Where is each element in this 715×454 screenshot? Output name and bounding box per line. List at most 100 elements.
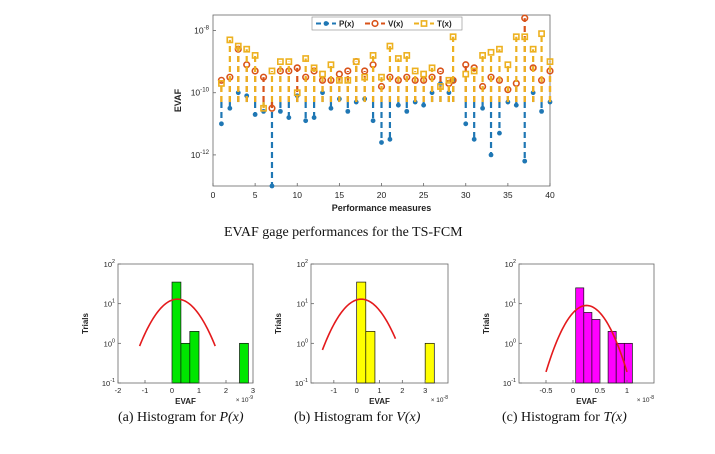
marker-t <box>218 80 225 87</box>
marker-t <box>411 67 419 75</box>
marker-p <box>219 121 224 127</box>
caption-a-func: P(x) <box>219 410 244 425</box>
y-tick-label: 10-8 <box>194 25 210 36</box>
marker-t <box>512 33 520 41</box>
hist-bar <box>623 342 633 384</box>
x-tick-label: 15 <box>335 190 345 200</box>
y-tick-label: 102 <box>104 259 115 269</box>
y-axis-label: Trials <box>274 313 283 334</box>
marker-p <box>395 102 401 108</box>
caption-c-func: T(x) <box>603 410 627 425</box>
marker-t <box>479 52 486 59</box>
x-tick-label: 10 <box>293 190 303 200</box>
marker-t <box>352 58 360 66</box>
hist-bar <box>239 342 249 384</box>
y-tick-label: 102 <box>505 259 516 269</box>
marker-t <box>449 33 457 41</box>
marker-p <box>539 108 544 114</box>
hist-bar <box>180 342 191 384</box>
marker-p <box>421 102 427 108</box>
marker-t <box>462 70 470 78</box>
marker-t <box>470 67 478 75</box>
hist-bar <box>189 331 200 384</box>
x-tick-label: 0 <box>571 386 575 395</box>
x-tick-label: 0 <box>355 386 359 395</box>
marker-p <box>370 118 376 124</box>
x-axis-label: EVAF <box>576 397 597 406</box>
marker-t <box>335 76 343 84</box>
x-tick-label: -0.5 <box>540 386 553 395</box>
x-tick-label: 40 <box>545 190 555 200</box>
marker-v <box>436 67 445 75</box>
marker-v <box>335 70 343 78</box>
marker-v <box>521 14 529 22</box>
marker-p <box>235 90 241 96</box>
x-tick-label: 0.5 <box>595 386 605 395</box>
y-tick-label: 10-12 <box>191 149 210 160</box>
y-axis-label: EVAF <box>173 88 183 112</box>
marker-p <box>227 105 233 111</box>
marker-t <box>319 70 326 78</box>
x-tick-label: 2 <box>224 386 228 395</box>
marker-p <box>497 130 502 136</box>
legend-marker-t <box>420 20 428 27</box>
caption-b: (b) Histogram for V(x) <box>294 410 420 426</box>
x-axis-label: Performance measures <box>332 203 432 213</box>
y-tick-label: 10-1 <box>503 378 516 388</box>
marker-t <box>226 36 234 44</box>
marker-t <box>276 58 284 66</box>
y-tick-label: 101 <box>505 299 516 309</box>
x-tick-label: 25 <box>419 190 429 200</box>
x-tick-label: 35 <box>503 190 513 200</box>
marker-v <box>293 64 301 72</box>
marker-p <box>404 108 410 114</box>
marker-v <box>361 67 369 75</box>
y-axis-label: Trials <box>81 313 90 334</box>
marker-t <box>504 61 512 69</box>
marker-t <box>310 64 318 72</box>
marker-p <box>446 90 452 96</box>
legend-label-v: V(x) <box>388 20 403 29</box>
marker-v <box>259 73 268 81</box>
marker-v <box>268 104 276 112</box>
marker-t <box>445 76 453 84</box>
caption-a: (a) Histogram for P(x) <box>118 410 244 426</box>
marker-p <box>530 90 536 96</box>
hist-bar <box>365 331 376 384</box>
marker-t <box>521 33 529 41</box>
marker-t <box>420 70 428 78</box>
marker-t <box>260 104 267 112</box>
caption-c-prefix: (c) Histogram for <box>502 410 600 425</box>
y-tick-label: 101 <box>297 299 308 309</box>
marker-p <box>303 118 309 124</box>
caption-a-prefix: (a) Histogram for <box>118 410 216 425</box>
marker-t <box>268 67 276 75</box>
marker-t <box>302 55 310 62</box>
marker-v <box>462 61 470 69</box>
marker-p <box>387 136 393 142</box>
x-tick-label: 2 <box>400 386 404 395</box>
legend-label-t: T(x) <box>437 20 452 29</box>
marker-p <box>488 152 494 158</box>
marker-p <box>286 115 292 120</box>
x-tick-label: -1 <box>330 386 337 395</box>
marker-p <box>513 102 519 108</box>
marker-t <box>546 58 554 66</box>
x-tick-label: 5 <box>253 190 258 200</box>
marker-p <box>244 93 250 99</box>
marker-p <box>278 108 283 114</box>
hist-bar <box>591 319 601 384</box>
marker-t <box>327 61 335 69</box>
caption-c: (c) Histogram for T(x) <box>502 410 627 426</box>
marker-t <box>361 73 369 81</box>
y-tick-label: 10-10 <box>191 87 210 98</box>
y-tick-label: 102 <box>297 259 308 269</box>
y-tick-label: 10-1 <box>295 378 308 388</box>
x-axis-label: EVAF <box>369 397 390 406</box>
hist-bar <box>356 281 367 384</box>
main-caption: EVAF gage performances for the TS-FCM <box>224 225 463 240</box>
marker-p <box>252 112 258 117</box>
x-tick-label: 0 <box>211 190 216 200</box>
marker-t <box>234 42 242 50</box>
y-tick-label: 10-1 <box>102 378 115 388</box>
